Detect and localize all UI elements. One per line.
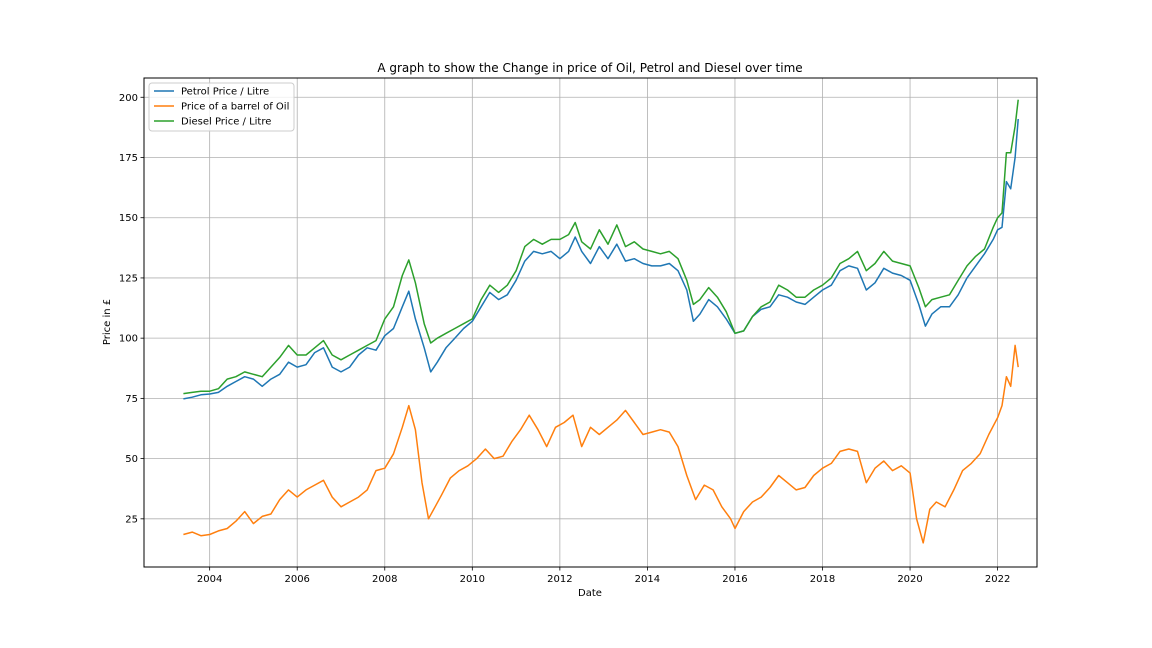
y-tick-label: 75 <box>125 394 138 405</box>
x-tick-label: 2006 <box>284 574 309 585</box>
grid-lines <box>144 78 1037 567</box>
legend: Petrol Price / Litre Price of a barrel of… <box>148 82 295 132</box>
axis-ticks: 2004 2006 2008 2010 2012 2014 2016 2018 2020 2022… <box>119 93 1010 585</box>
y-tick-label: 200 <box>119 93 138 104</box>
legend-label-2: Diesel Price / Litre <box>181 117 271 128</box>
x-tick-label: 2004 <box>197 574 222 585</box>
x-tick-label: 2012 <box>547 574 572 585</box>
x-tick-label: 2022 <box>985 574 1010 585</box>
y-tick-label: 125 <box>119 273 138 284</box>
y-tick-label: 50 <box>125 454 138 465</box>
x-tick-label: 2014 <box>635 574 660 585</box>
y-tick-label: 25 <box>125 514 138 525</box>
x-tick-label: 2010 <box>460 574 485 585</box>
series-line-2 <box>183 99 1019 395</box>
legend-label-1: Price of a barrel of Oil <box>181 102 289 113</box>
series-line-1 <box>183 344 1019 544</box>
legend-label-0: Petrol Price / Litre <box>181 87 269 98</box>
x-tick-label: 2008 <box>372 574 397 585</box>
plot-area-frame <box>143 77 1038 568</box>
y-tick-label: 150 <box>119 213 138 224</box>
legend-box <box>148 82 295 132</box>
series-lines <box>183 99 1019 544</box>
y-tick-label: 175 <box>119 153 138 164</box>
y-tick-label: 100 <box>119 334 138 345</box>
series-line-0 <box>183 118 1019 400</box>
x-tick-label: 2018 <box>810 574 835 585</box>
y-axis-label: Price in £ <box>102 299 113 345</box>
x-axis-label: Date <box>578 588 602 599</box>
chart-title: A graph to show the Change in price of O… <box>377 61 802 75</box>
x-tick-label: 2020 <box>897 574 922 585</box>
x-tick-label: 2016 <box>722 574 747 585</box>
